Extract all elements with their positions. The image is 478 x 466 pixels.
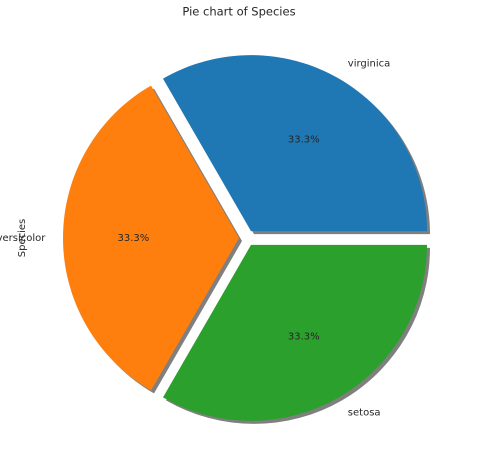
- slice: [163, 55, 427, 232]
- chart-title: Pie chart of Species: [182, 5, 295, 19]
- slice: [163, 244, 428, 421]
- slice-label: setosa: [348, 408, 381, 419]
- value-label: 33.3%: [288, 135, 320, 146]
- slice-label: versicolor: [0, 233, 46, 244]
- slice: [63, 85, 239, 391]
- value-label: 33.3%: [288, 331, 320, 342]
- slice-label: virginica: [348, 58, 391, 69]
- value-label: 33.3%: [118, 233, 150, 244]
- y-axis-label: Species: [17, 219, 28, 258]
